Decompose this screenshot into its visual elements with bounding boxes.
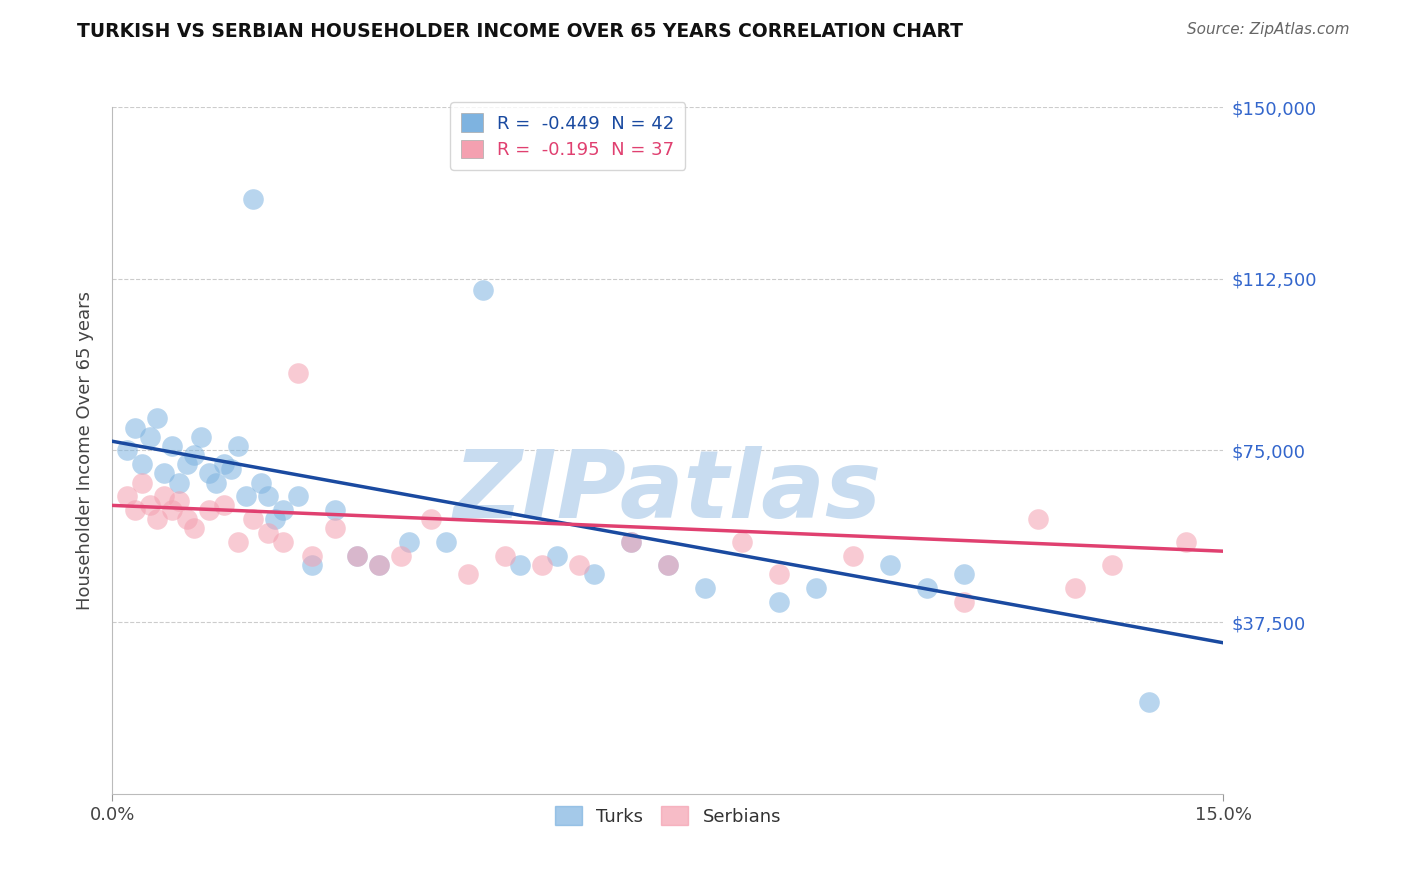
Point xyxy=(620,535,643,549)
Point xyxy=(138,499,160,513)
Point xyxy=(176,457,198,471)
Point xyxy=(620,535,643,549)
Point xyxy=(205,475,228,490)
Point xyxy=(197,503,219,517)
Point xyxy=(693,581,716,595)
Point xyxy=(249,475,271,490)
Point xyxy=(434,535,457,549)
Point xyxy=(804,581,827,595)
Point xyxy=(271,503,294,517)
Point xyxy=(419,512,441,526)
Point xyxy=(176,512,198,526)
Y-axis label: Householder Income Over 65 years: Householder Income Over 65 years xyxy=(76,291,94,610)
Point xyxy=(323,521,346,535)
Point xyxy=(368,558,391,572)
Point xyxy=(509,558,531,572)
Point xyxy=(915,581,938,595)
Point xyxy=(197,467,219,481)
Point xyxy=(368,558,391,572)
Point xyxy=(323,503,346,517)
Point xyxy=(346,549,368,563)
Point xyxy=(657,558,679,572)
Text: Source: ZipAtlas.com: Source: ZipAtlas.com xyxy=(1187,22,1350,37)
Point xyxy=(494,549,516,563)
Text: TURKISH VS SERBIAN HOUSEHOLDER INCOME OVER 65 YEARS CORRELATION CHART: TURKISH VS SERBIAN HOUSEHOLDER INCOME OV… xyxy=(77,22,963,41)
Point xyxy=(153,467,176,481)
Point xyxy=(124,420,146,434)
Point xyxy=(953,567,976,582)
Point xyxy=(287,489,309,503)
Point xyxy=(131,457,153,471)
Point xyxy=(879,558,901,572)
Point xyxy=(117,489,139,503)
Point xyxy=(1064,581,1087,595)
Point xyxy=(546,549,568,563)
Point xyxy=(568,558,591,572)
Point xyxy=(212,457,235,471)
Point xyxy=(768,567,790,582)
Point xyxy=(190,430,212,444)
Point xyxy=(131,475,153,490)
Point xyxy=(117,443,139,458)
Point xyxy=(301,549,323,563)
Point xyxy=(228,439,250,453)
Point xyxy=(167,475,190,490)
Point xyxy=(257,489,280,503)
Point xyxy=(271,535,294,549)
Point xyxy=(138,430,160,444)
Point xyxy=(264,512,287,526)
Point xyxy=(228,535,250,549)
Point xyxy=(1101,558,1123,572)
Point xyxy=(389,549,412,563)
Point xyxy=(457,567,479,582)
Point xyxy=(731,535,754,549)
Point xyxy=(1026,512,1049,526)
Point xyxy=(146,411,169,425)
Point xyxy=(398,535,420,549)
Point xyxy=(842,549,865,563)
Point xyxy=(301,558,323,572)
Point xyxy=(257,525,280,540)
Point xyxy=(530,558,553,572)
Legend: Turks, Serbians: Turks, Serbians xyxy=(547,799,789,833)
Point xyxy=(346,549,368,563)
Point xyxy=(160,503,183,517)
Point xyxy=(1137,695,1160,709)
Point xyxy=(167,493,190,508)
Point xyxy=(657,558,679,572)
Point xyxy=(953,594,976,608)
Point xyxy=(235,489,257,503)
Point xyxy=(183,521,205,535)
Point xyxy=(146,512,169,526)
Point xyxy=(212,499,235,513)
Text: ZIPatlas: ZIPatlas xyxy=(454,446,882,538)
Point xyxy=(160,439,183,453)
Point xyxy=(1175,535,1198,549)
Point xyxy=(287,366,309,380)
Point xyxy=(582,567,605,582)
Point xyxy=(471,283,494,297)
Point xyxy=(183,448,205,462)
Point xyxy=(219,462,242,476)
Point xyxy=(768,594,790,608)
Point xyxy=(124,503,146,517)
Point xyxy=(153,489,176,503)
Point xyxy=(242,192,264,206)
Point xyxy=(242,512,264,526)
